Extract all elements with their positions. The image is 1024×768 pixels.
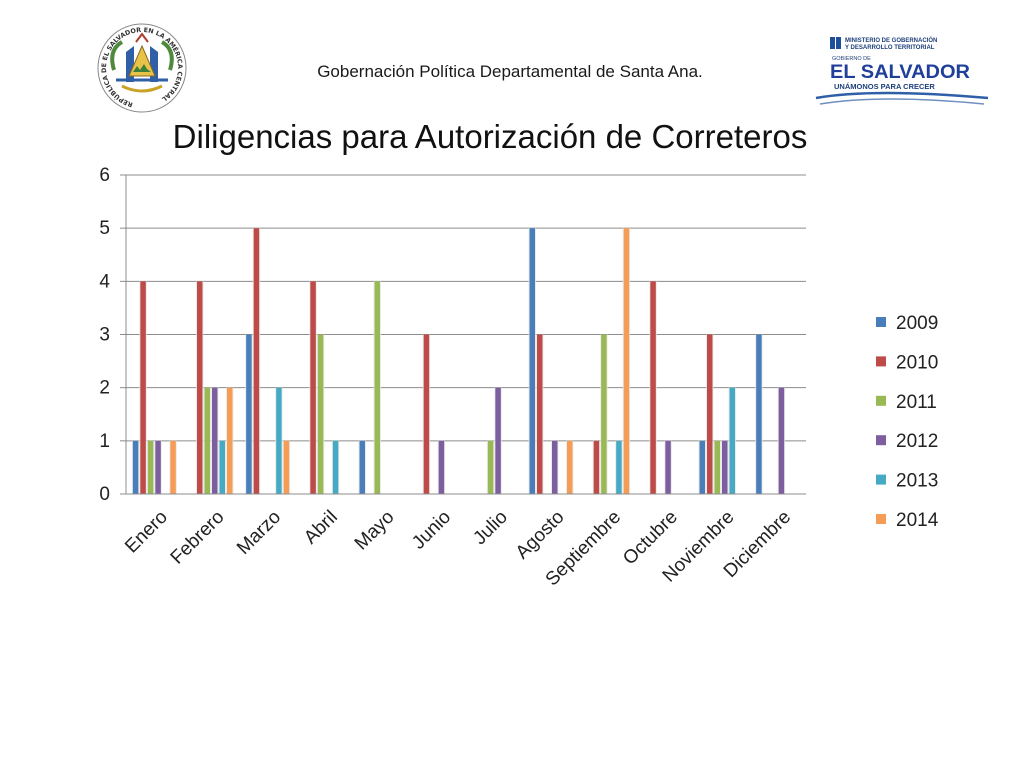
bar-enero-2009	[132, 440, 139, 494]
bar-mayo-2011	[374, 281, 380, 494]
bar-junio-2012	[438, 440, 445, 494]
bar-junio-2010	[423, 334, 430, 494]
legend-swatch-2012	[876, 435, 886, 446]
bar-enero-2012	[155, 440, 161, 494]
ministry-line2: Y DESARROLLO TERRITORIAL	[845, 45, 935, 51]
bar-enero-2011	[147, 440, 154, 494]
bar-agosto-2009	[529, 228, 535, 494]
legend-label-2009: 2009	[896, 313, 938, 334]
bar-mayo-2009	[359, 440, 365, 494]
legend-label-2014: 2014	[896, 510, 939, 531]
bar-septiembre-2014	[623, 228, 630, 494]
page-subtitle: Gobernación Política Departamental de Sa…	[317, 62, 703, 81]
x-tick-label: Enero	[121, 507, 172, 558]
x-tick-label: Julio	[469, 507, 511, 549]
legend-label-2013: 2013	[896, 471, 938, 492]
bar-julio-2012	[495, 387, 501, 494]
bar-febrero-2012	[212, 387, 218, 494]
x-tick-label: Agosto	[512, 507, 569, 564]
bar-febrero-2013	[219, 440, 225, 494]
bar-marzo-2014	[283, 440, 290, 494]
bar-agosto-2010	[537, 334, 543, 494]
legend: 2009 2010 2011 2012 2013 2014	[876, 313, 939, 531]
bar-noviembre-2013	[729, 387, 735, 494]
x-tick-label: Febrero	[167, 507, 229, 569]
bar-noviembre-2012	[722, 440, 728, 494]
bar-abril-2013	[332, 440, 339, 494]
y-tick-label: 4	[99, 271, 110, 292]
bar-febrero-2014	[227, 387, 233, 494]
x-tick-label: Marzo	[233, 507, 285, 559]
el-salvador-coat-of-arms-icon: REPÚBLICA DE EL SALVADOR EN LA AMÉRICA C…	[97, 23, 187, 113]
bar-marzo-2013	[276, 387, 282, 494]
ministry-line1: MINISTERIO DE GOBERNACIÓN	[845, 36, 937, 44]
bar-abril-2011	[317, 334, 324, 494]
slogan: UNÁMONOS PARA CRECER	[834, 82, 935, 91]
legend-label-2010: 2010	[896, 352, 938, 373]
legend-swatch-2013	[876, 474, 886, 485]
legend-swatch-2014	[876, 514, 886, 524]
bars	[131, 228, 786, 494]
bar-enero-2010	[140, 281, 146, 494]
y-tick-label: 6	[99, 165, 110, 186]
bar-enero-2014	[170, 440, 176, 494]
bar-agosto-2014	[567, 440, 573, 494]
bar-diciembre-2009	[756, 334, 762, 494]
bar-febrero-2010	[197, 281, 203, 494]
legend-label-2011: 2011	[896, 392, 937, 413]
bar-noviembre-2010	[707, 334, 713, 494]
bar-agosto-2012	[552, 440, 558, 494]
bar-febrero-2011	[204, 387, 210, 494]
bar-octubre-2010	[650, 281, 656, 494]
y-tick-label: 5	[99, 218, 110, 239]
bar-septiembre-2010	[593, 440, 600, 494]
bar-marzo-2009	[246, 334, 252, 494]
y-tick-label: 2	[99, 378, 110, 399]
bar-septiembre-2011	[601, 334, 607, 494]
bar-septiembre-2013	[616, 440, 622, 494]
legend-label-2012: 2012	[896, 431, 938, 452]
y-tick-label: 1	[99, 431, 110, 452]
bar-noviembre-2009	[699, 440, 705, 494]
country-name: EL SALVADOR	[830, 62, 970, 83]
legend-swatch-2009	[876, 317, 886, 327]
bar-diciembre-2012	[778, 387, 785, 494]
gov-label: GOBIERNO DE	[832, 56, 871, 62]
bar-julio-2011	[487, 440, 494, 494]
bar-marzo-2010	[253, 228, 260, 494]
x-tick-label: Junio	[408, 507, 455, 554]
bar-octubre-2012	[665, 440, 671, 494]
x-tick-label: Abril	[300, 507, 342, 549]
legend-swatch-2011	[876, 395, 886, 406]
y-tick-label: 3	[99, 325, 110, 346]
bar-noviembre-2011	[714, 440, 720, 494]
bar-abril-2010	[310, 281, 316, 494]
legend-swatch-2010	[876, 356, 886, 367]
y-tick-label: 0	[99, 484, 110, 505]
ministerio-gobierno-logo-icon: MINISTERIO DE GOBERNACIÓN Y DESARROLLO T…	[815, 36, 989, 105]
chart-title: Diligencias para Autorización de Correte…	[172, 118, 808, 155]
x-tick-label: Mayo	[351, 507, 399, 555]
